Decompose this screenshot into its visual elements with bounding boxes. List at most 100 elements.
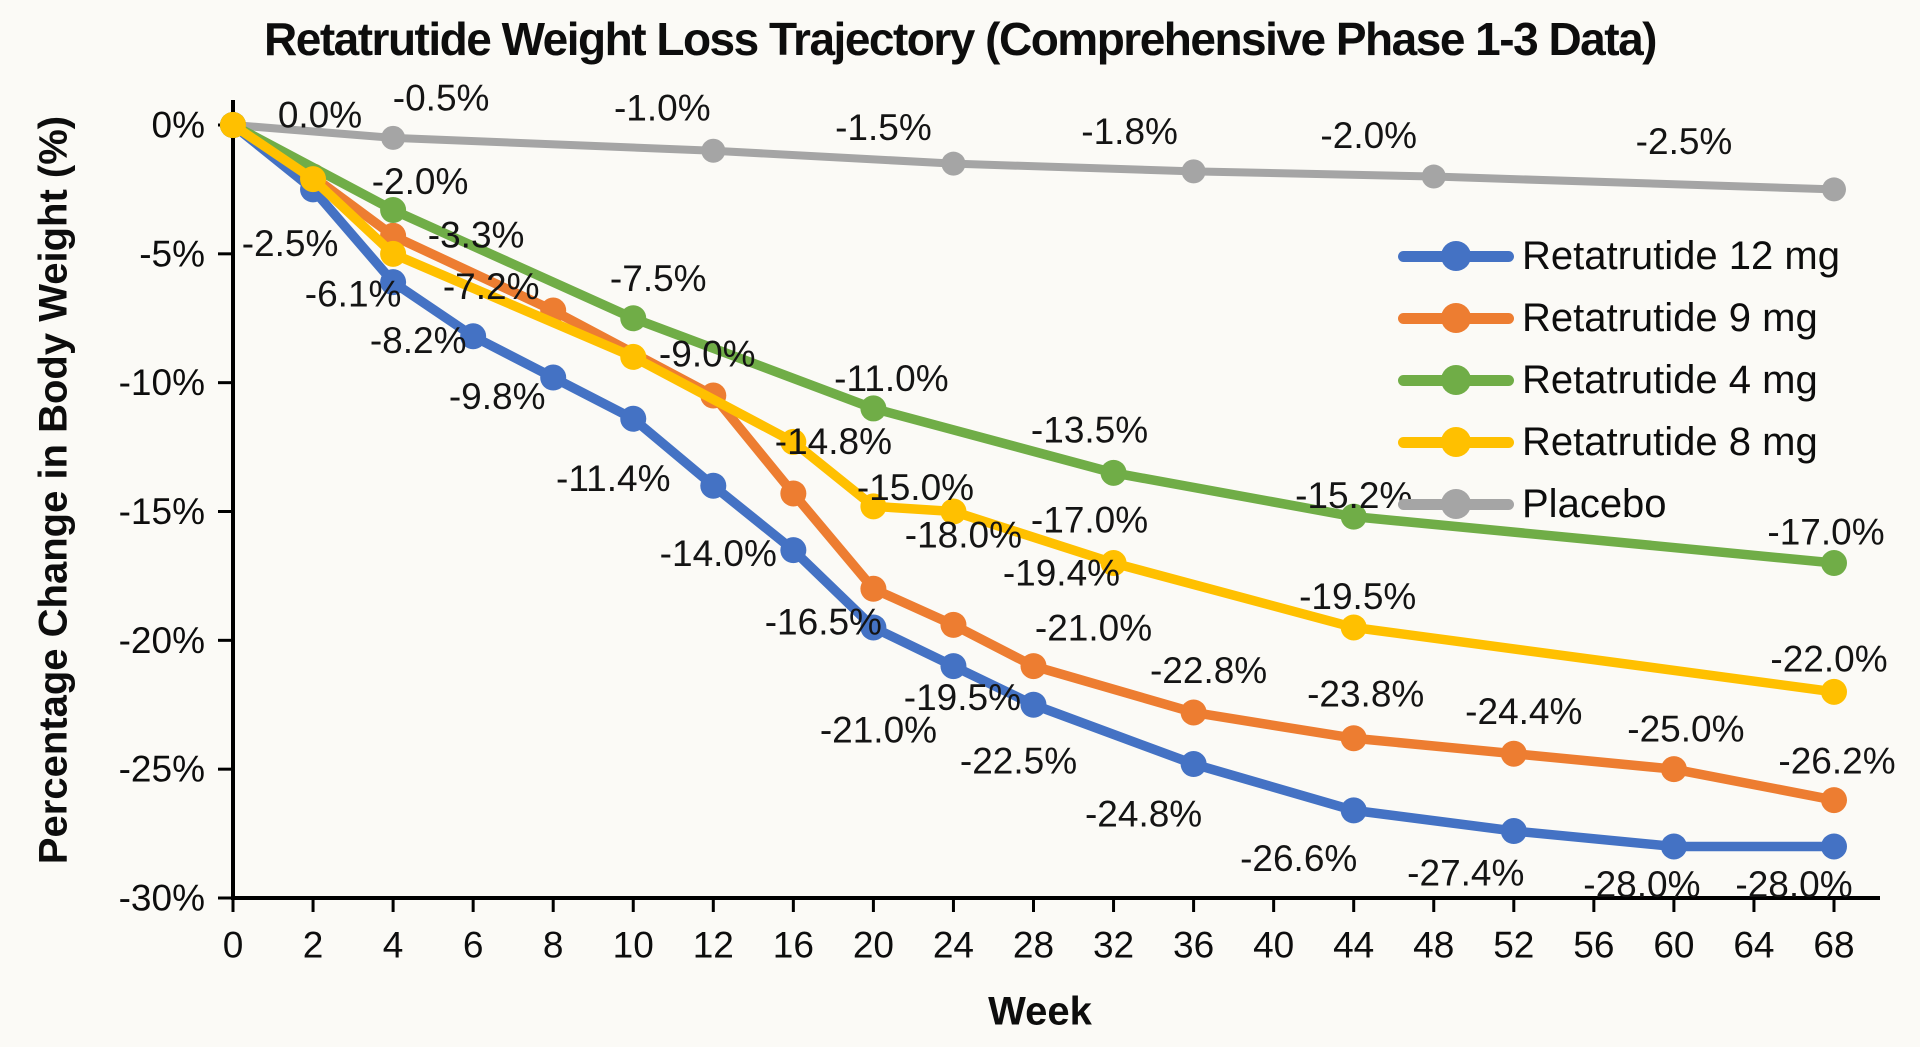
series-line-retatrutide-9-mg xyxy=(228,120,1839,805)
data-point-retatrutide-8-mg-w44 xyxy=(1340,614,1367,641)
data-label-retatrutide-8-mg-w44: -19.5% xyxy=(1299,576,1416,617)
data-point-retatrutide-8-mg-w20 xyxy=(860,493,887,520)
legend-marker-icon xyxy=(1441,427,1471,457)
data-label-retatrutide-4-mg-w20: -11.0% xyxy=(834,358,949,399)
data-label-retatrutide-9-mg-w28: -21.0% xyxy=(1035,608,1152,649)
legend-item-retatrutide-12-mg: Retatrutide 12 mg xyxy=(1398,232,1840,280)
data-label-retatrutide-12-mg-w8: -9.8% xyxy=(449,376,546,417)
data-point-placebo-w12 xyxy=(701,138,726,163)
x-tick-label: 52 xyxy=(1493,925,1534,966)
data-point-retatrutide-8-mg-w16 xyxy=(780,428,807,455)
data-label-placebo-w48: -2.0% xyxy=(1320,115,1417,156)
chart-legend: Retatrutide 12 mg Retatrutide 9 mg Retatru… xyxy=(1398,232,1840,528)
data-label-retatrutide-4-mg-w44: -15.2% xyxy=(1295,475,1412,516)
legend-line-icon xyxy=(1398,241,1514,271)
data-point-retatrutide-8-mg-w32 xyxy=(1100,550,1127,577)
legend-marker-icon xyxy=(1441,365,1471,395)
data-label-retatrutide-12-mg-w2: -2.5% xyxy=(242,223,339,264)
legend-marker-icon xyxy=(1441,241,1471,271)
data-label-retatrutide-9-mg-w2: -2.0% xyxy=(372,161,469,202)
data-label-placebo-w4: -0.5% xyxy=(393,77,490,118)
legend-line-icon xyxy=(1398,303,1514,333)
data-point-retatrutide-12-mg-w68 xyxy=(1821,833,1847,860)
series-line-retatrutide-12-mg xyxy=(228,120,1839,852)
data-label-retatrutide-9-mg-w52: -24.4% xyxy=(1465,691,1582,732)
data-label-placebo-w24: -1.5% xyxy=(835,107,932,148)
x-tick-label: 16 xyxy=(773,925,814,966)
x-tick-label: 28 xyxy=(1013,925,1054,966)
x-tick-label: 56 xyxy=(1573,925,1614,966)
y-tick-label: -10% xyxy=(119,362,205,403)
data-point-retatrutide-9-mg-w44 xyxy=(1340,725,1367,752)
data-point-retatrutide-12-mg-w10 xyxy=(620,405,647,432)
legend-item-retatrutide-4-mg: Retatrutide 4 mg xyxy=(1398,356,1840,404)
data-label-retatrutide-9-mg-w8: -7.2% xyxy=(443,266,540,307)
data-label-retatrutide-9-mg-w68: -26.2% xyxy=(1778,741,1895,782)
x-tick-label: 0 xyxy=(223,925,244,966)
x-tick-label: 36 xyxy=(1173,925,1214,966)
data-label-retatrutide-9-mg-w44: -23.8% xyxy=(1307,674,1424,715)
legend-item-retatrutide-9-mg: Retatrutide 9 mg xyxy=(1398,294,1840,342)
data-point-retatrutide-4-mg-w20 xyxy=(860,395,887,422)
data-label-retatrutide-8-mg-w68: -22.0% xyxy=(1770,638,1887,679)
data-point-retatrutide-12-mg-w36 xyxy=(1180,751,1207,778)
legend-item-placebo: Placebo xyxy=(1398,480,1840,528)
data-point-retatrutide-12-mg-w44 xyxy=(1340,797,1367,824)
data-point-retatrutide-12-mg-w24 xyxy=(940,653,967,680)
data-point-retatrutide-12-mg-w16 xyxy=(780,537,807,564)
data-point-retatrutide-12-mg-w8 xyxy=(540,364,567,391)
x-tick-label: 48 xyxy=(1413,925,1454,966)
data-label-retatrutide-8-mg-w32: -17.0% xyxy=(1031,500,1148,541)
data-label-retatrutide-12-mg-w16: -16.5% xyxy=(765,602,882,643)
data-point-retatrutide-12-mg-w4 xyxy=(380,269,407,296)
data-point-retatrutide-8-mg-w2 xyxy=(300,166,327,193)
y-tick-label: -20% xyxy=(119,620,205,661)
x-tick-label: 4 xyxy=(383,925,404,966)
data-point-retatrutide-9-mg-w60 xyxy=(1660,756,1687,783)
chart-title: Retatrutide Weight Loss Trajectory (Comp… xyxy=(264,13,1657,65)
legend-line-icon xyxy=(1398,365,1514,395)
data-point-retatrutide-4-mg-w4 xyxy=(380,197,407,224)
data-point-retatrutide-12-mg-w28 xyxy=(1020,691,1047,718)
x-tick-label: 12 xyxy=(693,925,734,966)
data-label-retatrutide-9-mg-w36: -22.8% xyxy=(1150,650,1267,691)
data-point-retatrutide-9-mg-w52 xyxy=(1500,740,1527,767)
data-label-retatrutide-12-mg-w20: -19.5% xyxy=(904,677,1021,718)
data-label-retatrutide-12-mg-w44: -26.6% xyxy=(1240,838,1357,879)
data-point-retatrutide-12-mg-w12 xyxy=(700,472,727,499)
data-point-retatrutide-8-mg-w0 xyxy=(220,112,246,138)
data-label-retatrutide-12-mg-w24: -21.0% xyxy=(820,710,937,751)
data-point-retatrutide-4-mg-w44 xyxy=(1340,503,1367,530)
data-label-retatrutide-8-mg-w10: -9.0% xyxy=(659,333,756,374)
data-label-placebo-w12: -1.0% xyxy=(614,87,711,128)
data-label-retatrutide-8-mg-w24: -15.0% xyxy=(857,467,974,508)
x-tick-label: 6 xyxy=(463,925,484,966)
data-label-retatrutide-12-mg-w28: -22.5% xyxy=(960,740,1077,781)
data-label-retatrutide-12-mg-w12: -14.0% xyxy=(660,533,777,574)
series-line-placebo xyxy=(229,121,1838,194)
data-label-retatrutide-9-mg-w20: -18.0% xyxy=(905,514,1022,555)
series-line-retatrutide-8-mg xyxy=(228,120,1839,697)
data-point-retatrutide-9-mg-w16 xyxy=(780,480,807,507)
data-label-retatrutide-12-mg-w60: -28.0% xyxy=(1583,864,1700,905)
data-point-retatrutide-4-mg-w68 xyxy=(1821,550,1847,577)
y-tick-label: 0% xyxy=(152,105,205,146)
x-tick-label: 68 xyxy=(1813,925,1854,966)
data-label-retatrutide-12-mg-w6: -8.2% xyxy=(370,320,467,361)
data-label-retatrutide-12-mg-w4: -6.1% xyxy=(305,274,402,315)
data-label-retatrutide-12-mg-w10: -11.4% xyxy=(556,458,671,499)
data-point-retatrutide-9-mg-w68 xyxy=(1821,787,1847,814)
data-point-placebo-w68 xyxy=(1822,177,1846,202)
data-point-retatrutide-8-mg-w68 xyxy=(1821,678,1847,705)
x-tick-label: 64 xyxy=(1733,925,1774,966)
y-tick-label: -30% xyxy=(119,878,205,919)
x-tick-label: 44 xyxy=(1333,925,1374,966)
data-point-retatrutide-12-mg-w6 xyxy=(460,323,487,350)
data-label-retatrutide-4-mg-w10: -7.5% xyxy=(610,258,707,299)
data-point-retatrutide-9-mg-w36 xyxy=(1180,699,1207,726)
data-point-retatrutide-4-mg-w10 xyxy=(620,305,647,332)
y-tick-label: -25% xyxy=(119,749,205,790)
y-tick-label: -5% xyxy=(139,233,205,274)
x-tick-label: 20 xyxy=(853,925,894,966)
